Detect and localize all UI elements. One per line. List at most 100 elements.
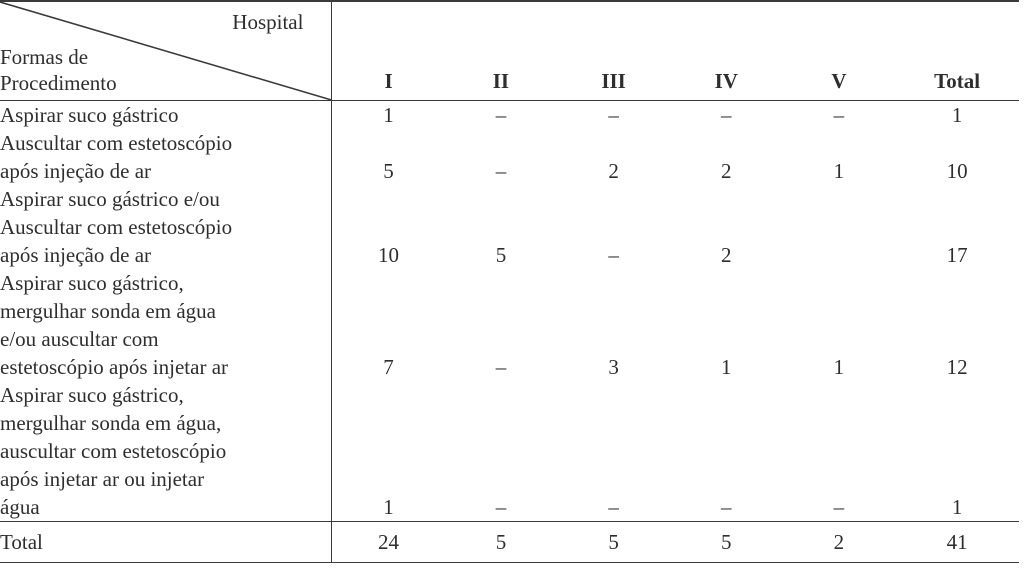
col-head-4: IV xyxy=(670,1,783,101)
cell-empty xyxy=(445,185,558,213)
table-row: Auscultar com estetoscópio xyxy=(0,129,1019,157)
row-label-line: Aspirar suco gástrico e/ou xyxy=(0,185,332,213)
cell: 5 xyxy=(445,241,558,269)
cell-empty xyxy=(895,269,1019,297)
row-label-line: estetoscópio após injetar ar xyxy=(0,353,332,381)
table-row: estetoscópio após injetar ar 7 – 3 1 1 1… xyxy=(0,353,1019,381)
cell: 10 xyxy=(332,241,445,269)
cell-empty xyxy=(332,381,445,409)
cell-empty xyxy=(557,409,670,437)
cell: 2 xyxy=(557,157,670,185)
cell-empty xyxy=(445,269,558,297)
row-label-line: água xyxy=(0,493,332,522)
row-label-line: após injetar ar ou injetar xyxy=(0,465,332,493)
cell: 1 xyxy=(332,101,445,130)
table-row: Aspirar suco gástrico e/ou xyxy=(0,185,1019,213)
total-label: Total xyxy=(0,522,332,563)
cell: – xyxy=(557,241,670,269)
cell: 1 xyxy=(670,353,783,381)
row-label-line: Aspirar suco gástrico, xyxy=(0,381,332,409)
table-row: após injetar ar ou injetar xyxy=(0,465,1019,493)
col-head-3: III xyxy=(557,1,670,101)
cell-empty xyxy=(895,213,1019,241)
cell: 5 xyxy=(332,157,445,185)
cell-empty xyxy=(557,213,670,241)
row-label-line: após injeção de ar xyxy=(0,157,332,185)
cell-empty xyxy=(670,185,783,213)
cell-empty xyxy=(557,325,670,353)
col-head-5: V xyxy=(783,1,896,101)
cell-empty xyxy=(670,297,783,325)
cell: 1 xyxy=(783,353,896,381)
cell-empty xyxy=(783,409,896,437)
cell-empty xyxy=(895,297,1019,325)
cell-empty xyxy=(557,185,670,213)
row-label-line: auscultar com estetoscópio xyxy=(0,437,332,465)
header-bottom-left-1: Formas de xyxy=(0,45,88,70)
cell-empty xyxy=(557,269,670,297)
table-container: Hospital Formas de Procedimento I II III… xyxy=(0,0,1025,586)
cell: – xyxy=(670,493,783,522)
row-label-line: e/ou auscultar com xyxy=(0,325,332,353)
cell: – xyxy=(783,101,896,130)
cell-empty xyxy=(445,129,558,157)
cell: 7 xyxy=(332,353,445,381)
cell: 17 xyxy=(895,241,1019,269)
cell-empty xyxy=(670,129,783,157)
cell-empty xyxy=(783,465,896,493)
total-cell: 2 xyxy=(783,522,896,563)
cell-empty xyxy=(445,325,558,353)
cell-empty xyxy=(332,465,445,493)
total-cell: 41 xyxy=(895,522,1019,563)
cell-empty xyxy=(895,409,1019,437)
header-diag-cell: Hospital Formas de Procedimento xyxy=(0,1,332,101)
table-row: mergulhar sonda em água, xyxy=(0,409,1019,437)
cell: – xyxy=(670,101,783,130)
cell-empty xyxy=(445,297,558,325)
cell-empty xyxy=(895,465,1019,493)
cell: – xyxy=(783,493,896,522)
cell-empty xyxy=(783,381,896,409)
cell-empty xyxy=(670,269,783,297)
cell-empty xyxy=(783,213,896,241)
table-row: água 1 – – – – 1 xyxy=(0,493,1019,522)
cell: – xyxy=(445,493,558,522)
cell-empty xyxy=(332,409,445,437)
cell-empty xyxy=(332,185,445,213)
row-label-line: mergulhar sonda em água xyxy=(0,297,332,325)
cell-empty xyxy=(445,381,558,409)
table-row: Aspirar suco gástrico, xyxy=(0,381,1019,409)
total-cell: 5 xyxy=(445,522,558,563)
cell-empty xyxy=(895,381,1019,409)
header-row: Hospital Formas de Procedimento I II III… xyxy=(0,1,1019,101)
table-row: Aspirar suco gástrico 1 – – – – 1 xyxy=(0,101,1019,130)
col-head-2: II xyxy=(445,1,558,101)
total-cell: 5 xyxy=(670,522,783,563)
cell-empty xyxy=(332,325,445,353)
cell: 12 xyxy=(895,353,1019,381)
cell-empty xyxy=(445,409,558,437)
header-bottom-left-2: Procedimento xyxy=(0,71,117,96)
cell-empty xyxy=(557,297,670,325)
cell-empty xyxy=(557,381,670,409)
row-label-line: Auscultar com estetoscópio xyxy=(0,213,332,241)
cell-empty xyxy=(783,129,896,157)
cell-empty xyxy=(332,269,445,297)
cell: 10 xyxy=(895,157,1019,185)
cell-empty xyxy=(670,325,783,353)
cell-empty xyxy=(783,437,896,465)
cell: – xyxy=(445,353,558,381)
cell: 1 xyxy=(895,493,1019,522)
cell xyxy=(783,241,896,269)
col-head-1: I xyxy=(332,1,445,101)
cell-empty xyxy=(895,325,1019,353)
table-row: após injeção de ar 5 – 2 2 1 10 xyxy=(0,157,1019,185)
row-label-line: Aspirar suco gástrico, xyxy=(0,269,332,297)
cell-empty xyxy=(783,297,896,325)
header-top-right: Hospital xyxy=(232,10,303,35)
cell: – xyxy=(557,101,670,130)
cell: 1 xyxy=(895,101,1019,130)
row-label-line: após injeção de ar xyxy=(0,241,332,269)
row-label: Aspirar suco gástrico xyxy=(0,101,332,130)
cell: – xyxy=(557,493,670,522)
